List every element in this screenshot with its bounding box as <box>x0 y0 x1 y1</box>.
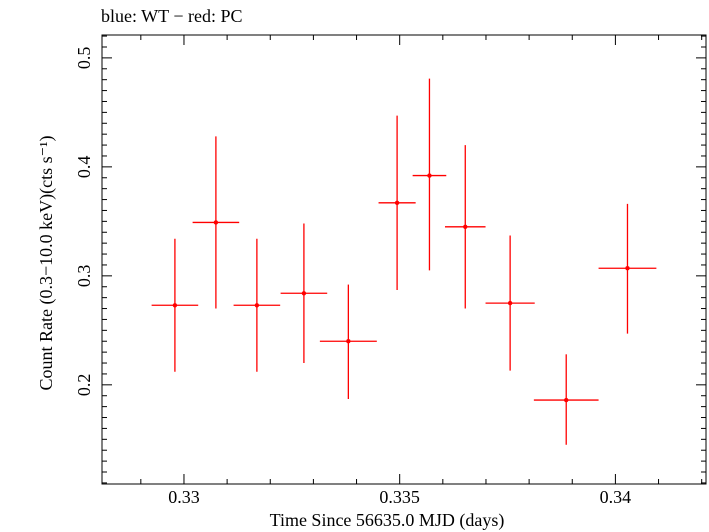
x-ticks: 0.33 0.335 0.34 <box>140 35 703 507</box>
data-point <box>507 300 513 306</box>
data-point <box>625 266 630 271</box>
x-axis-label: Time Since 56635.0 MJD (days) <box>270 510 505 531</box>
x-tick-label: 0.33 <box>168 487 200 507</box>
data-point <box>254 303 260 308</box>
data-point <box>394 200 400 206</box>
data-series <box>151 78 657 445</box>
x-tick-label: 0.34 <box>600 487 632 507</box>
data-point <box>346 339 351 344</box>
data-point <box>463 224 468 230</box>
data-point <box>301 291 307 296</box>
data-point <box>213 220 219 225</box>
y-tick-label: 0.3 <box>74 265 94 288</box>
y-tick-label: 0.2 <box>74 374 94 397</box>
data-point <box>172 303 178 308</box>
data-point <box>564 397 569 403</box>
plot-frame <box>101 34 707 485</box>
chart-header-label: blue: WT − red: PC <box>101 6 242 26</box>
y-tick-label: 0.4 <box>74 156 94 179</box>
y-axis-label: Count Rate (0.3−10.0 keV)(cts s⁻¹) <box>36 135 57 390</box>
y-ticks: 0.2 0.3 0.4 0.5 <box>74 35 706 484</box>
x-tick-label: 0.335 <box>379 487 420 507</box>
y-tick-label: 0.5 <box>74 47 94 70</box>
data-point <box>427 173 432 178</box>
